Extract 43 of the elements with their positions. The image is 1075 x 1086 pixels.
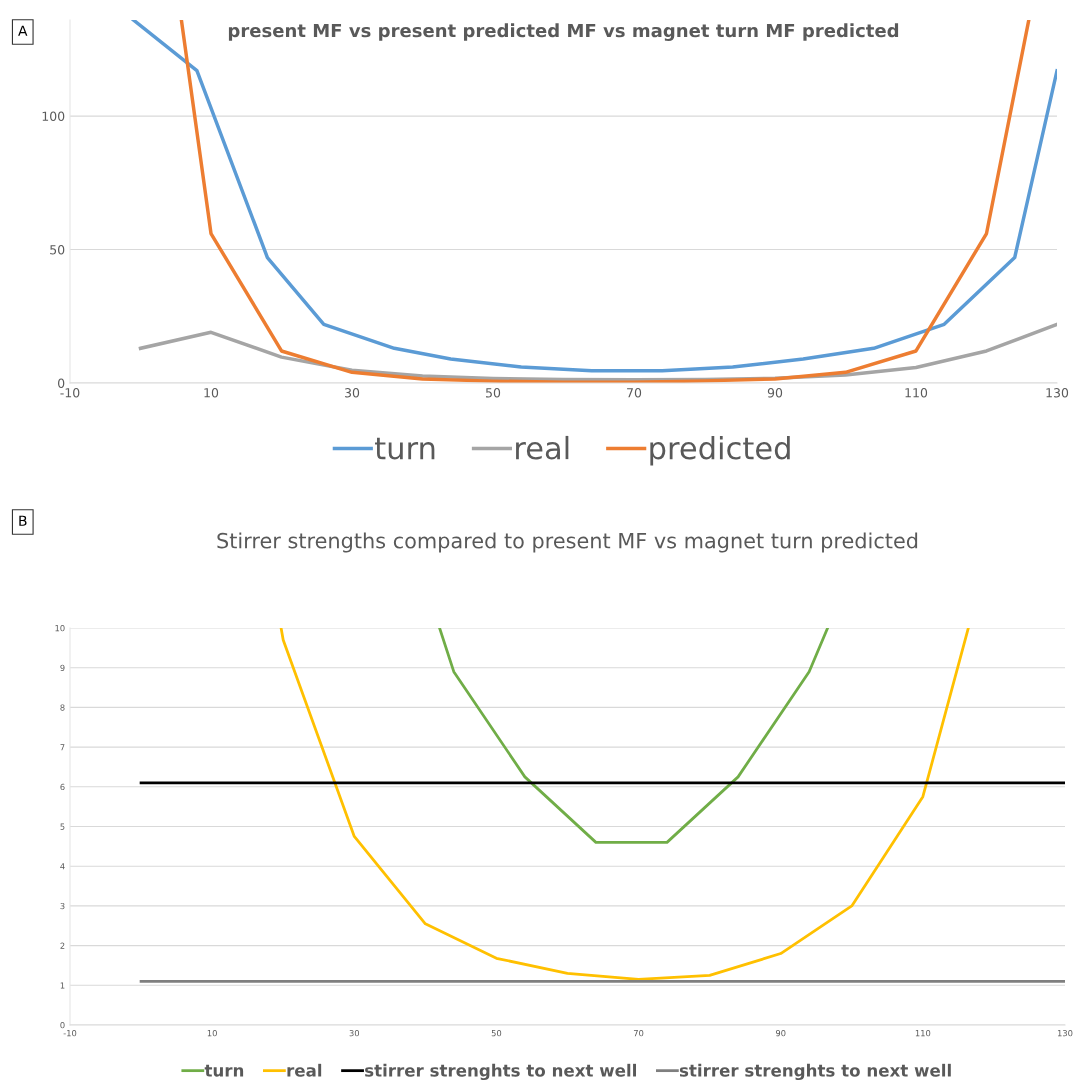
y-tick-label: 2: [60, 942, 65, 949]
legend-label: real: [287, 1063, 322, 1077]
legend-label: stirrer strenghts to next well: [679, 1063, 951, 1081]
y-tick-label: 5: [60, 823, 65, 830]
x-tick-label: 110: [905, 388, 928, 398]
line-series: [438, 628, 830, 844]
x-tick-label: 70: [633, 1030, 644, 1037]
y-tick-label: 0: [60, 1021, 65, 1029]
x-tick-label: 90: [767, 388, 783, 398]
y-tick-label: 10: [55, 624, 65, 632]
legend-label: turn: [204, 1064, 244, 1077]
y-tick-label: 9: [60, 664, 65, 671]
legend-label: predicted: [650, 435, 790, 466]
chart-title: present MF vs present predicted MF vs magnet turn MF predicted: [228, 23, 899, 41]
x-tick-label: 130: [1046, 388, 1069, 398]
x-tick-label: 30: [345, 388, 360, 398]
text: B: [19, 515, 27, 526]
text: A: [18, 25, 28, 36]
y-tick-label: 1: [60, 982, 65, 989]
x-tick-label: 70: [627, 388, 642, 398]
y-tick-label: 4: [60, 863, 65, 870]
legend-label: stirrer strenghts to next well: [365, 1063, 636, 1081]
x-tick-label: 110: [915, 1030, 931, 1037]
x-tick-label: 90: [775, 1030, 786, 1037]
y-tick-label: 7: [60, 744, 65, 751]
y-tick-label: 0: [58, 378, 65, 388]
y-tick-label: 50: [50, 245, 65, 255]
legend-label: turn: [375, 437, 435, 460]
y-tick-label: 6: [60, 783, 65, 791]
legend-label: real: [516, 435, 569, 460]
y-tick-label: 8: [60, 704, 65, 711]
x-tick-label: -10: [63, 1030, 77, 1037]
x-tick-label: 130: [1057, 1030, 1073, 1037]
x-tick-label: 10: [207, 1030, 217, 1037]
x-tick-label: 50: [491, 1030, 502, 1037]
y-tick-label: 3: [60, 902, 65, 910]
x-tick-label: -10: [60, 388, 80, 398]
x-tick-label: 50: [486, 388, 501, 398]
x-tick-label: 10: [204, 388, 219, 398]
chart-title: Stirrer strengths compared to present MF vs magnet turn predicted: [217, 532, 918, 553]
line-series: [279, 628, 970, 981]
y-tick-label: 100: [42, 111, 65, 122]
x-tick-label: 30: [349, 1030, 360, 1037]
